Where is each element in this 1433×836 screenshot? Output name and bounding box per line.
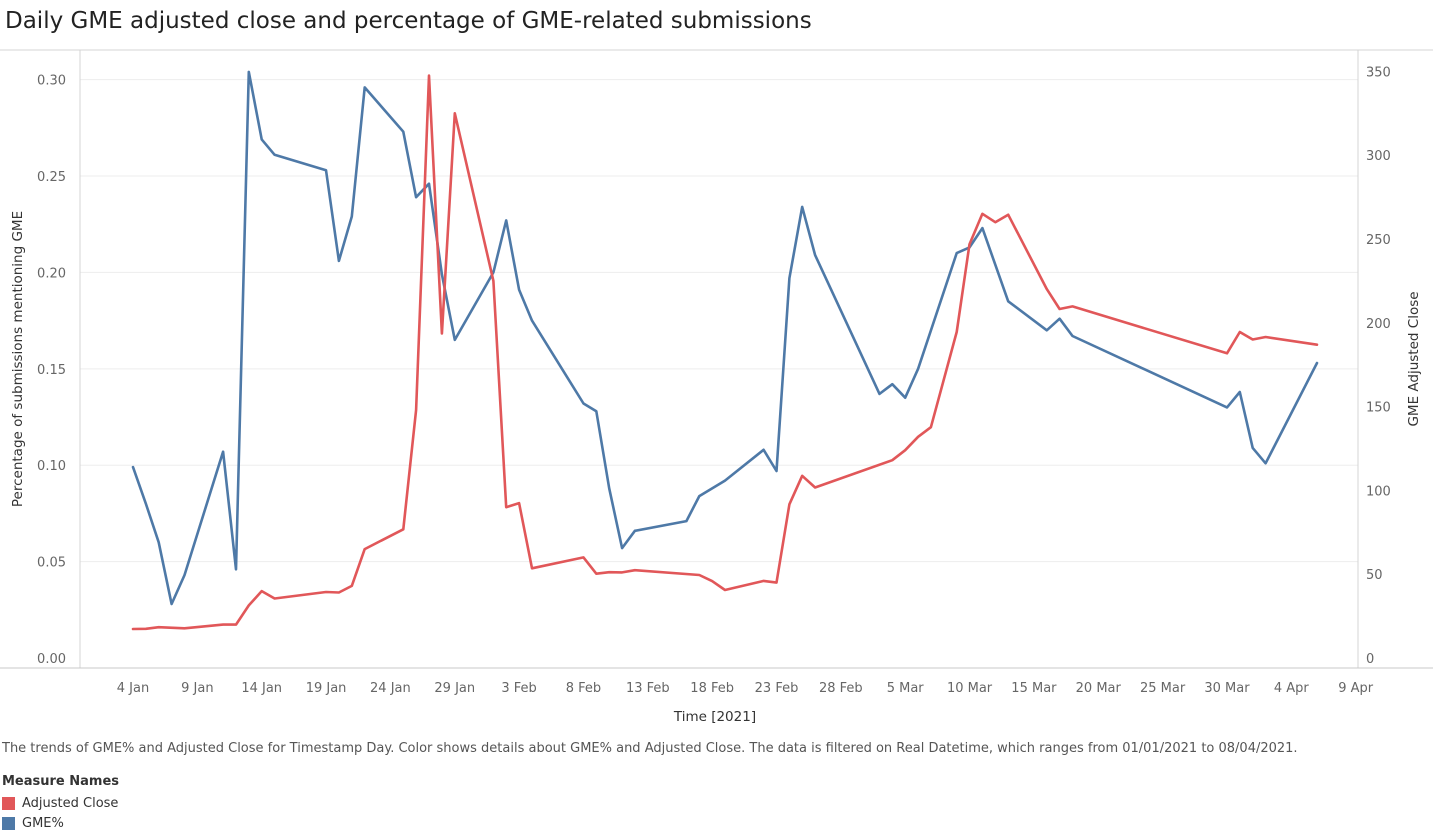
x-tick-label: 24 Jan (370, 681, 411, 696)
y-left-tick-label: 0.00 (37, 652, 66, 667)
chart-caption: The trends of GME% and Adjusted Close fo… (2, 741, 1298, 756)
x-tick-label: 10 Mar (947, 681, 993, 696)
y-left-tick-label: 0.20 (37, 266, 66, 281)
series-line-gme[interactable] (131, 70, 1319, 606)
chart-title: Daily GME adjusted close and percentage … (5, 8, 812, 34)
x-axis-ticks: 4 Jan 9 Jan 14 Jan 19 Jan 24 Jan 29 Jan 3 Feb 8… (117, 681, 1374, 696)
x-tick-label: 30 Mar (1204, 681, 1250, 696)
x-tick-label: 8 Feb (566, 681, 601, 696)
y-left-tick-label: 0.25 (37, 170, 66, 185)
x-tick-label: 15 Mar (1011, 681, 1057, 696)
x-tick-label: 25 Mar (1140, 681, 1186, 696)
x-tick-label: 20 Mar (1076, 681, 1122, 696)
x-tick-label: 9 Apr (1338, 681, 1374, 696)
y-left-tick-label: 0.30 (37, 74, 66, 89)
y-left-tick-label: 0.15 (37, 363, 66, 378)
y-axis-right-ticks: 0 50 100 150 200 250 300 350 (1366, 65, 1391, 667)
y-right-tick-label: 250 (1366, 233, 1391, 248)
x-tick-label: 5 Mar (887, 681, 925, 696)
legend-item-gme-percent[interactable]: GME% (2, 813, 119, 833)
y-right-tick-label: 300 (1366, 149, 1391, 164)
legend-label-adjusted-close: Adjusted Close (22, 795, 119, 811)
legend: Measure Names Adjusted Close GME% (2, 774, 119, 833)
x-tick-label: 18 Feb (690, 681, 734, 696)
x-tick-label: 4 Jan (117, 681, 149, 696)
x-tick-label: 23 Feb (755, 681, 799, 696)
y-right-tick-label: 50 (1366, 568, 1383, 583)
y-left-tick-label: 0.10 (37, 459, 66, 474)
x-tick-label: 3 Feb (501, 681, 536, 696)
x-tick-label: 9 Jan (181, 681, 213, 696)
legend-swatch-adjusted-close (2, 796, 15, 810)
x-tick-label: 28 Feb (819, 681, 863, 696)
x-tick-label: 14 Jan (241, 681, 282, 696)
gridlines (80, 79, 1358, 563)
series-layer (131, 70, 1319, 631)
x-tick-label: 29 Jan (434, 681, 475, 696)
x-tick-label: 4 Apr (1274, 681, 1310, 696)
y-right-tick-label: 0 (1366, 652, 1374, 667)
legend-label-gme-percent: GME% (22, 815, 64, 831)
y-right-tick-label: 200 (1366, 317, 1391, 332)
y-right-tick-label: 100 (1366, 484, 1391, 499)
x-tick-label: 19 Jan (306, 681, 347, 696)
y-left-tick-label: 0.05 (37, 556, 66, 571)
legend-item-adjusted-close[interactable]: Adjusted Close (2, 793, 119, 813)
legend-title: Measure Names (2, 774, 120, 789)
x-axis-title: Time [2021] (673, 709, 756, 725)
y-axis-left-ticks: 0.00 0.05 0.10 0.15 0.20 0.25 0.30 (37, 74, 66, 667)
x-tick-label: 13 Feb (626, 681, 670, 696)
y-right-tick-label: 150 (1366, 401, 1391, 416)
dual-axis-line-chart: 0.00 0.05 0.10 0.15 0.20 0.25 0.30 0 50 100 150 20… (0, 49, 1433, 725)
series-line-adjusted-close[interactable] (131, 74, 1319, 631)
y-axis-right-title: GME Adjusted Close (1406, 291, 1422, 426)
y-right-tick-label: 350 (1366, 65, 1391, 80)
legend-swatch-gme-percent (2, 816, 15, 830)
y-axis-left-title: Percentage of submissions mentioning GME (10, 211, 26, 507)
